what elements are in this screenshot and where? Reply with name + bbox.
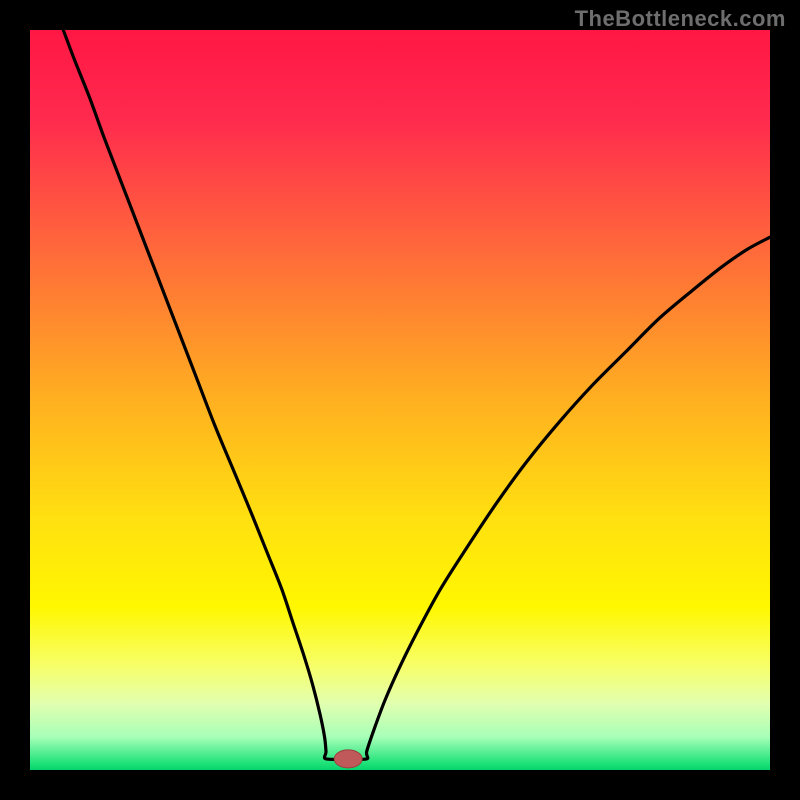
minimum-marker bbox=[334, 750, 362, 768]
chart-gradient-background bbox=[30, 30, 770, 770]
chart-container: TheBottleneck.com bbox=[0, 0, 800, 800]
bottleneck-curve-chart bbox=[0, 0, 800, 800]
